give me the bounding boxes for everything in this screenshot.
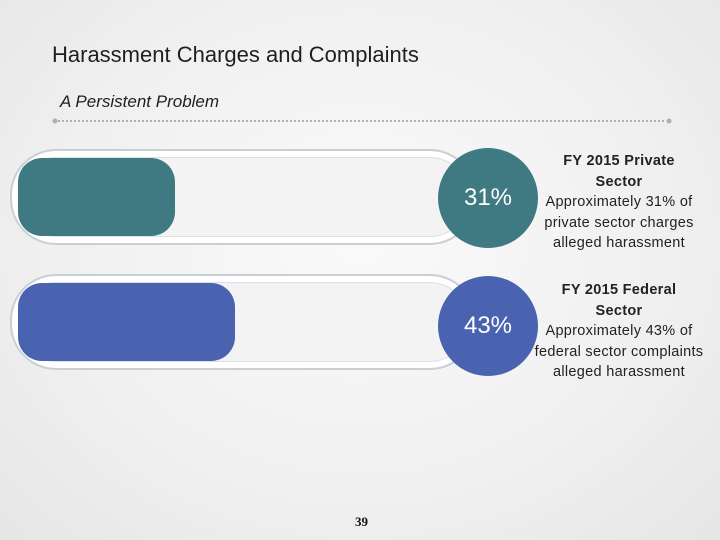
heading-private-line-1: FY 2015 Private bbox=[563, 153, 675, 169]
value-circle-private: 31% bbox=[438, 148, 538, 248]
description-private: FY 2015 Private Sector Approximately 31%… bbox=[534, 151, 704, 254]
bar-fill-federal bbox=[18, 283, 236, 361]
slide-title: Harassment Charges and Complaints bbox=[52, 42, 419, 67]
bar-fill-private bbox=[18, 158, 175, 236]
heading-private-line-2: Sector bbox=[595, 173, 643, 190]
heading-private: FY 2015 Private Sector bbox=[534, 151, 704, 192]
heading-federal-line-1: FY 2015 Federal bbox=[561, 282, 677, 298]
heading-federal: FY 2015 Federal Sector bbox=[534, 280, 704, 321]
dotted-divider bbox=[52, 118, 672, 124]
slide-subtitle: A Persistent Problem bbox=[60, 92, 220, 111]
value-label-private: 31% bbox=[463, 184, 513, 211]
description-federal: FY 2015 Federal Sector Approximately 43%… bbox=[534, 280, 704, 383]
page-number: 39 bbox=[355, 514, 368, 529]
value-label-federal: 43% bbox=[463, 312, 513, 339]
text-federal: Approximately 43% of federal sector comp… bbox=[534, 323, 704, 380]
value-circle-federal: 43% bbox=[438, 276, 538, 376]
text-private: Approximately 31% of private sector char… bbox=[544, 194, 694, 251]
heading-federal-line-2: Sector bbox=[595, 302, 643, 319]
